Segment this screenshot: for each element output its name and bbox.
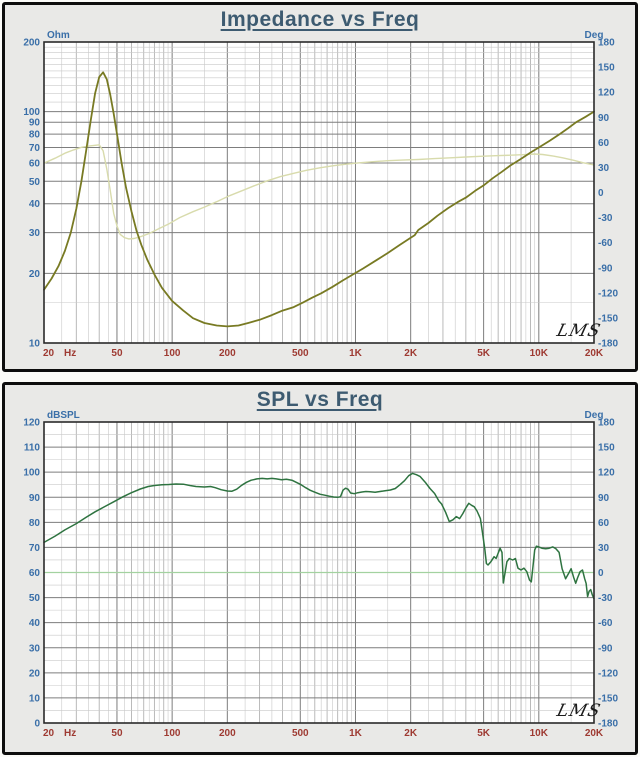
x-axis-unit-label: Hz [64,348,76,359]
y-right-tick-label: 30 [598,543,610,554]
y-right-tick-label: -30 [598,593,613,604]
y-right-tick-label: -90 [598,263,613,274]
y-left-tick-label: 90 [29,118,41,129]
y-right-tick-label: -120 [598,668,618,679]
lms-watermark: LMS [554,701,603,721]
y-right-tick-label: 150 [598,63,615,74]
y-right-tick-label: -60 [598,238,613,249]
y-left-tick-label: 80 [29,518,41,529]
y-right-tick-label: 150 [598,443,615,454]
spl-chart: 1201101009080706050403020100180150120906… [23,410,618,739]
y-left-tick-label: 10 [29,693,41,704]
x-tick-label: 20 [43,728,55,739]
y-right-tick-label: 120 [598,88,615,99]
impedance-magnitude-curve [43,71,595,328]
y-right-tick-label: -180 [598,719,618,730]
y-left-tick-label: 50 [29,177,41,188]
y-left-tick-label: 40 [29,618,41,629]
y-right-tick-label: 120 [598,468,615,479]
y-right-tick-label: -30 [598,213,613,224]
x-tick-label: 5K [477,348,491,359]
x-tick-label: 5K [477,728,491,739]
y-left-tick-label: 80 [29,130,41,141]
y-left-axis-unit-label: dBSPL [47,410,80,421]
spl-response-curve [43,472,595,600]
y-right-tick-label: 60 [598,138,610,149]
x-tick-label: 500 [292,348,309,359]
y-right-tick-label: 0 [598,568,604,579]
plot-area [44,42,594,343]
x-tick-label: 1K [349,728,363,739]
impedance-phase-curve [43,144,595,240]
y-left-tick-label: 90 [29,493,41,504]
x-tick-label: 10K [530,728,549,739]
y-right-tick-label: -150 [598,313,618,324]
y-left-tick-label: 10 [29,339,41,350]
y-right-tick-label: -150 [598,693,618,704]
x-tick-label: 2K [404,728,418,739]
x-tick-label: 200 [219,728,236,739]
lms-watermark-text: LMS [554,321,603,341]
x-axis-unit-label: Hz [64,728,76,739]
y-left-tick-label: 20 [29,269,41,280]
y-left-tick-label: 20 [29,668,41,679]
y-right-axis-unit-label: Deg [585,30,604,41]
spl-chart-panel: SPL vs Freq 120 110 100 90 80 70 60 50 40 30 20 10 0… [2,382,638,755]
x-tick-label: 100 [164,728,181,739]
y-right-tick-label: 180 [598,418,615,429]
x-tick-label: 200 [219,348,236,359]
y-left-tick-label: 40 [29,199,41,210]
y-right-tick-label: -60 [598,618,613,629]
y-left-tick-label: 110 [24,443,41,454]
y-left-tick-label: 60 [29,568,41,579]
x-tick-label: 20 [43,348,55,359]
x-tick-label: 2K [404,348,418,359]
x-tick-label: 50 [111,348,123,359]
y-right-tick-label: 30 [598,163,610,174]
y-left-tick-label: 200 [23,38,40,49]
impedance-chart-panel: Impedance vs Freq 200 100 90 80 70 60 50 40 30 20… [2,2,638,372]
y-right-axis-unit-label: Deg [585,410,604,421]
y-right-tick-label: -90 [598,643,613,654]
spl-chart-title: SPL vs Freq [256,388,384,411]
x-tick-label: 50 [111,728,123,739]
y-left-tick-label: 70 [29,143,41,154]
y-right-tick-label: -180 [598,339,618,350]
y-left-tick-label: 120 [23,418,40,429]
y-left-tick-label: 0 [34,719,40,730]
x-tick-label: 20K [585,728,604,739]
plot-border [43,421,595,724]
y-left-tick-label: 50 [29,593,41,604]
plot-border [43,41,595,344]
y-right-tick-label: 60 [598,518,610,529]
y-left-axis-unit-label: Ohm [47,30,70,41]
x-tick-label: 500 [292,728,309,739]
x-tick-label: 10K [530,348,549,359]
y-right-tick-label: 90 [598,493,610,504]
impedance-chart-title: Impedance vs Freq [220,8,420,31]
y-right-tick-label: 90 [598,113,610,124]
x-tick-label: 1K [349,348,363,359]
y-right-tick-label: -120 [598,288,618,299]
x-tick-label: 20K [585,348,604,359]
y-left-tick-label: 100 [23,107,40,118]
lms-watermark: LMS [554,321,603,341]
y-left-tick-label: 100 [23,468,40,479]
y-left-tick-label: 70 [29,543,41,554]
y-right-tick-label: 0 [598,188,604,199]
x-tick-label: 100 [164,348,181,359]
y-left-tick-label: 60 [29,158,41,169]
impedance-chart: 2001009080706050403020101801501209060300… [23,30,618,359]
y-left-tick-label: 30 [29,643,41,654]
y-left-tick-label: 30 [29,228,41,239]
lms-watermark-text: LMS [554,701,603,721]
y-right-tick-label: 180 [598,38,615,49]
